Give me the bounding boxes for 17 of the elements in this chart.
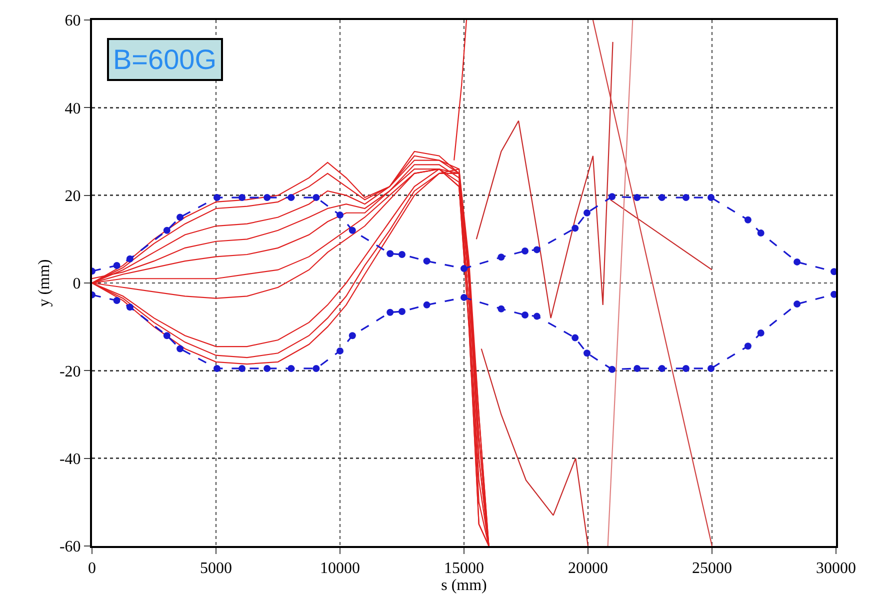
y-axis-title: y (mm) (36, 259, 53, 307)
y-tick-label: 60 (64, 12, 81, 30)
y-tick-label: -40 (59, 450, 81, 468)
y-tick-label: 40 (64, 100, 81, 118)
x-tick-label: 20000 (568, 560, 608, 578)
x-tick-label: 10000 (320, 560, 360, 578)
y-tick-label: 0 (72, 276, 81, 293)
y-tick-label: 20 (64, 188, 81, 205)
x-tick-label: 25000 (692, 560, 732, 578)
x-tick-label: 15000 (444, 560, 484, 578)
x-axis-title: s (mm) (441, 577, 487, 594)
x-tick-label: 0 (88, 560, 96, 578)
x-tick-label: 5000 (200, 560, 232, 578)
annotation: B=600G (113, 44, 217, 75)
x-tick-label: 30000 (816, 560, 856, 578)
y-tick-label: -20 (59, 363, 81, 380)
y-tick-label: -60 (59, 538, 81, 556)
